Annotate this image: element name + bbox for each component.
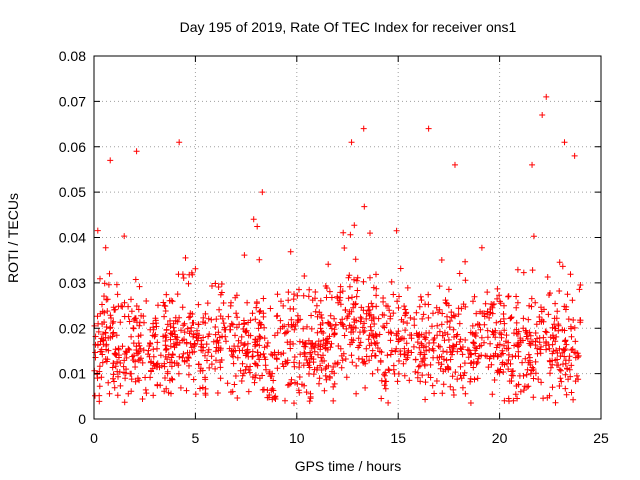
data-point-peak [348, 139, 355, 146]
x-tick-label: 5 [192, 430, 200, 446]
y-tick-label: 0.08 [59, 48, 86, 64]
chart-title: Day 195 of 2019, Rate Of TEC Index for r… [180, 19, 517, 35]
data-point-peak [561, 139, 568, 146]
data-point-peak [539, 111, 546, 118]
y-tick-label: 0 [78, 411, 86, 427]
y-tick-label: 0.02 [59, 320, 86, 336]
data-points-layer [91, 93, 584, 407]
data-point-peak [259, 189, 266, 196]
x-axis-title: GPS time / hours [295, 458, 402, 474]
y-tick-label: 0.03 [59, 275, 86, 291]
axis-layer: 0 0.01 0.02 0.03 0.04 0.05 0.06 0.07 0.08 0 5 10 15 2… [59, 48, 609, 446]
x-tick-label: 20 [492, 430, 508, 446]
data-point-peak [133, 148, 140, 155]
data-point-peak [107, 157, 114, 164]
data-points-cloud [91, 203, 584, 407]
x-tick-label: 10 [289, 430, 305, 446]
data-point-peak [529, 161, 536, 168]
data-point-peak [571, 152, 578, 159]
y-tick-label: 0.04 [59, 230, 86, 246]
data-point-peak [360, 125, 367, 132]
y-axis-title: ROTI / TECUs [5, 193, 21, 283]
y-tick-label: 0.05 [59, 184, 86, 200]
y-tick-label: 0.07 [59, 93, 86, 109]
x-tick-label: 0 [90, 430, 98, 446]
data-point-peak [451, 161, 458, 168]
y-tick-label: 0.06 [59, 139, 86, 155]
x-tick-label: 25 [593, 430, 609, 446]
data-point-peak [543, 93, 550, 100]
data-point-peak [425, 125, 432, 132]
data-point-peak [176, 139, 183, 146]
x-tick-label: 15 [390, 430, 406, 446]
y-tick-label: 0.01 [59, 366, 86, 382]
